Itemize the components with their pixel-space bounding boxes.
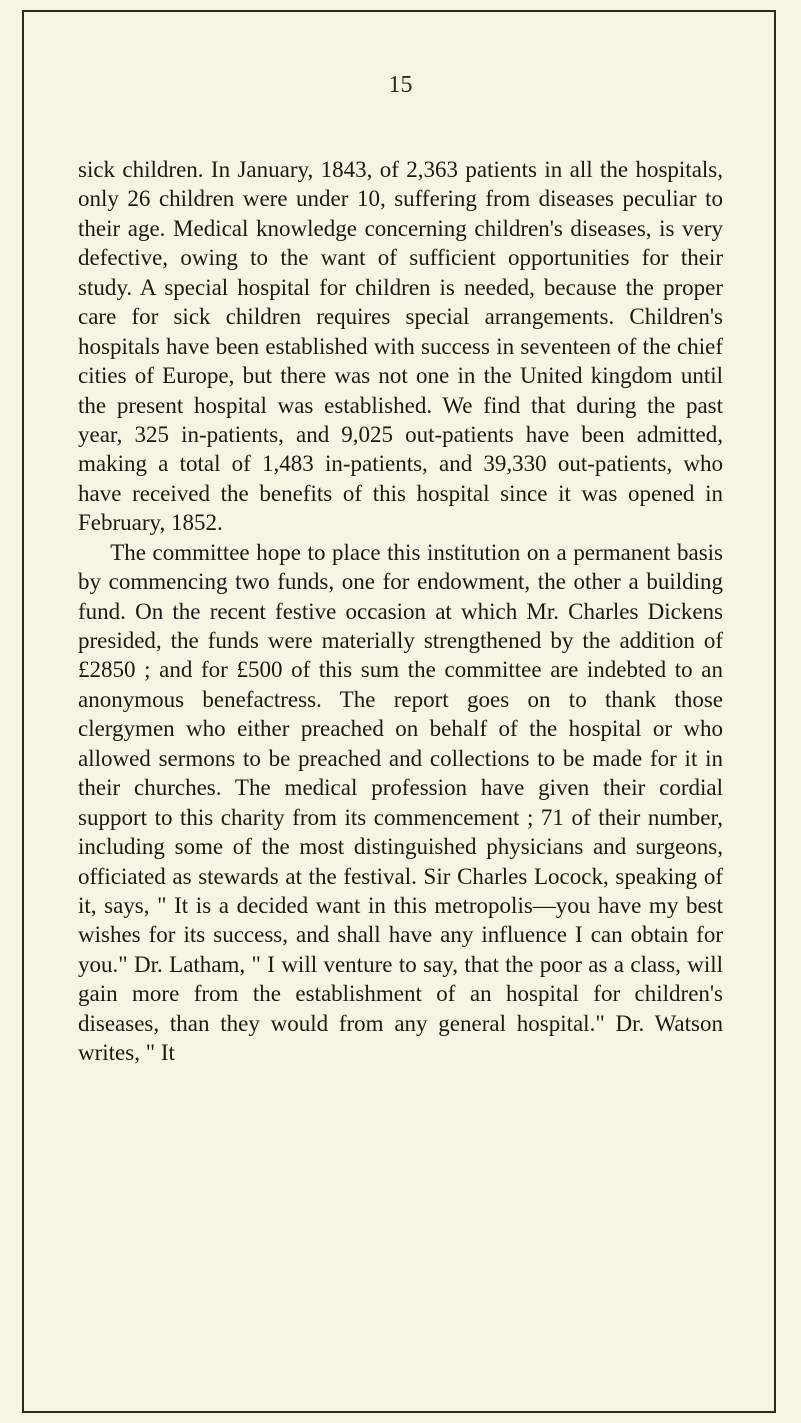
page-number: 15 — [78, 72, 723, 99]
page-content: 15 sick children. In January, 1843, of 2… — [78, 72, 723, 1068]
body-text: sick children. In January, 1843, of 2,36… — [78, 155, 723, 1068]
paragraph-2: The committee hope to place this institu… — [78, 538, 723, 1068]
paragraph-1: sick children. In January, 1843, of 2,36… — [78, 155, 723, 538]
